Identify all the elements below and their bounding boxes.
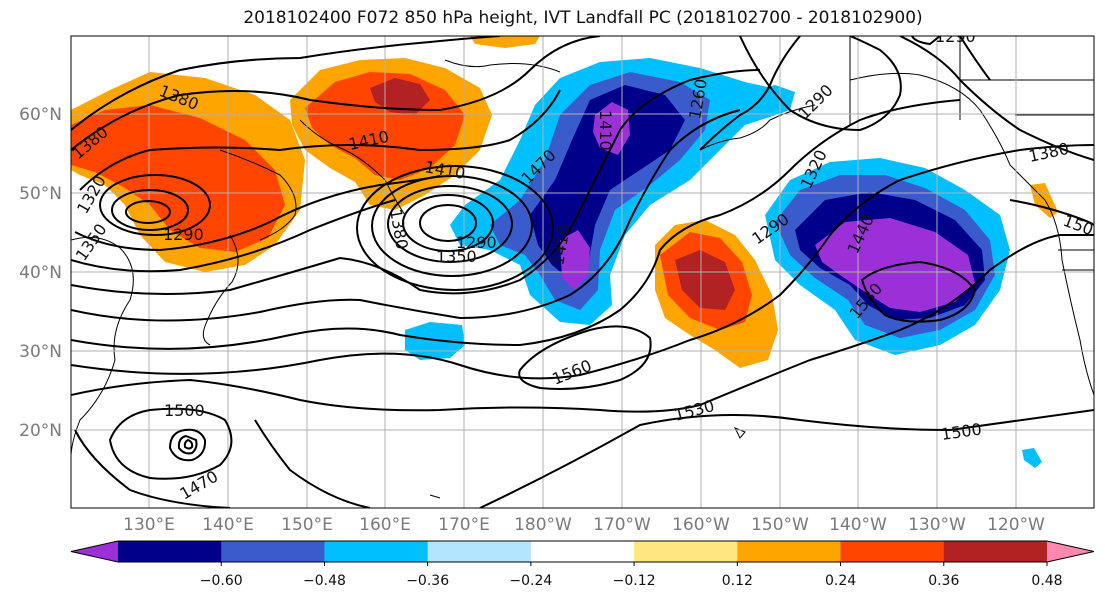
lon-label: 150°E xyxy=(281,515,333,535)
lat-label: 60°N xyxy=(19,105,62,125)
contour-line xyxy=(479,409,1094,508)
lat-label: 50°N xyxy=(19,184,62,204)
lon-label: 180°W xyxy=(514,515,572,535)
contour-line xyxy=(699,36,801,151)
contour-line xyxy=(71,234,1094,413)
map-title: 2018102400 F072 850 hPa height, IVT Land… xyxy=(243,8,923,28)
map-plot-area: 1380 1380 1320 1350 1290 1410 1410 1380 … xyxy=(71,27,1094,508)
colorbar-tick-label: −0.12 xyxy=(613,573,656,589)
colorbar-tick-label: 0.24 xyxy=(825,573,856,589)
colorbar-tick-label: 0.12 xyxy=(722,573,753,589)
colorbar-bin xyxy=(943,541,1048,562)
colorbar-tick-label: 0.48 xyxy=(1031,573,1062,589)
warm-shading-central-dark xyxy=(675,250,735,310)
lon-label: 150°W xyxy=(751,515,809,535)
contour-line xyxy=(899,36,1094,161)
contour-line xyxy=(860,260,977,323)
lon-label: 160°E xyxy=(359,515,411,535)
contour-line xyxy=(71,144,1094,380)
colorbar-outline xyxy=(70,540,1095,563)
contour-line xyxy=(371,175,533,277)
contour-line xyxy=(254,419,371,508)
lon-label: 130°E xyxy=(123,515,175,535)
cool-shading-ne-patch xyxy=(745,85,795,118)
contour-line xyxy=(111,189,189,231)
cool-shading-north-core-a xyxy=(593,102,630,155)
lon-label: 170°W xyxy=(593,515,651,535)
colorbar-tick-label: −0.48 xyxy=(303,573,346,589)
colorbar-bin xyxy=(737,541,842,562)
lon-label: 170°E xyxy=(438,515,490,535)
colorbar-bin xyxy=(118,541,222,562)
map-frame xyxy=(70,35,1095,509)
contour-label: 1290 xyxy=(935,27,976,46)
cool-shading-hawaii-east xyxy=(1022,448,1042,468)
colorbar-extension-low xyxy=(71,541,118,562)
contour-line xyxy=(108,407,233,480)
contour-line xyxy=(125,200,171,224)
contour-line xyxy=(79,89,561,191)
latitude-labels: 60°N 50°N 40°N 30°N 20°N xyxy=(19,105,62,441)
warm-shading-topright xyxy=(470,36,540,48)
colorbar-extension-high xyxy=(1047,541,1094,562)
contour-label: 1500 xyxy=(164,401,205,420)
contour-line xyxy=(911,36,941,46)
lon-label: 140°W xyxy=(829,515,887,535)
contour-line xyxy=(71,199,396,273)
contour-line xyxy=(71,99,961,350)
colorbar-bin xyxy=(221,541,325,562)
colorbar-bin xyxy=(324,541,429,562)
longitude-labels: 130°E 140°E 150°E 160°E 170°E 180°W 170°… xyxy=(123,515,1045,535)
contour-label: 1290 xyxy=(456,233,497,252)
lon-label: 130°W xyxy=(908,515,966,535)
cool-shading-north-core-b xyxy=(560,230,590,290)
colorbar-bin xyxy=(634,541,738,562)
contour-line xyxy=(71,109,741,322)
colorbar-tick-label: −0.24 xyxy=(509,573,552,589)
contour-label: 1350 xyxy=(436,247,477,266)
contour-line xyxy=(518,325,652,390)
contour-line xyxy=(177,434,198,455)
colorbar-bin xyxy=(840,541,945,562)
contour-line xyxy=(1009,199,1094,226)
lon-label: 140°E xyxy=(202,515,254,535)
contour-line xyxy=(402,194,494,252)
contour-line xyxy=(74,429,231,508)
colorbar-tick-label: −0.60 xyxy=(200,573,243,589)
lon-label: 160°W xyxy=(672,515,730,535)
colorbar-tick-label: 0.36 xyxy=(928,573,959,589)
contour-line xyxy=(183,438,194,450)
contour-line xyxy=(168,428,207,462)
contour-line xyxy=(419,204,477,242)
contour-line xyxy=(739,36,902,132)
lat-label: 20°N xyxy=(19,421,62,441)
lat-label: 40°N xyxy=(19,263,62,283)
contour-line xyxy=(356,165,554,291)
colorbar-bin xyxy=(427,541,532,562)
contour-line xyxy=(71,36,501,131)
contour-line xyxy=(959,36,991,81)
contour-line xyxy=(74,175,441,252)
colorbar-tick-label: −0.36 xyxy=(406,573,449,589)
contour-line xyxy=(99,174,211,236)
contour-label: 1410 xyxy=(596,110,615,151)
contour-line xyxy=(71,36,601,151)
colorbar: −0.60 −0.48 −0.36 −0.24 −0.12 0.12 0.24 0.36 0.4… xyxy=(70,540,1095,589)
lat-label: 30°N xyxy=(19,342,62,362)
contour-line xyxy=(71,69,761,295)
colorbar-bin xyxy=(530,541,635,562)
height-contours xyxy=(71,36,1094,508)
contour-label: 1290 xyxy=(163,225,204,244)
lon-label: 120°W xyxy=(987,515,1045,535)
contour-line xyxy=(387,185,513,263)
